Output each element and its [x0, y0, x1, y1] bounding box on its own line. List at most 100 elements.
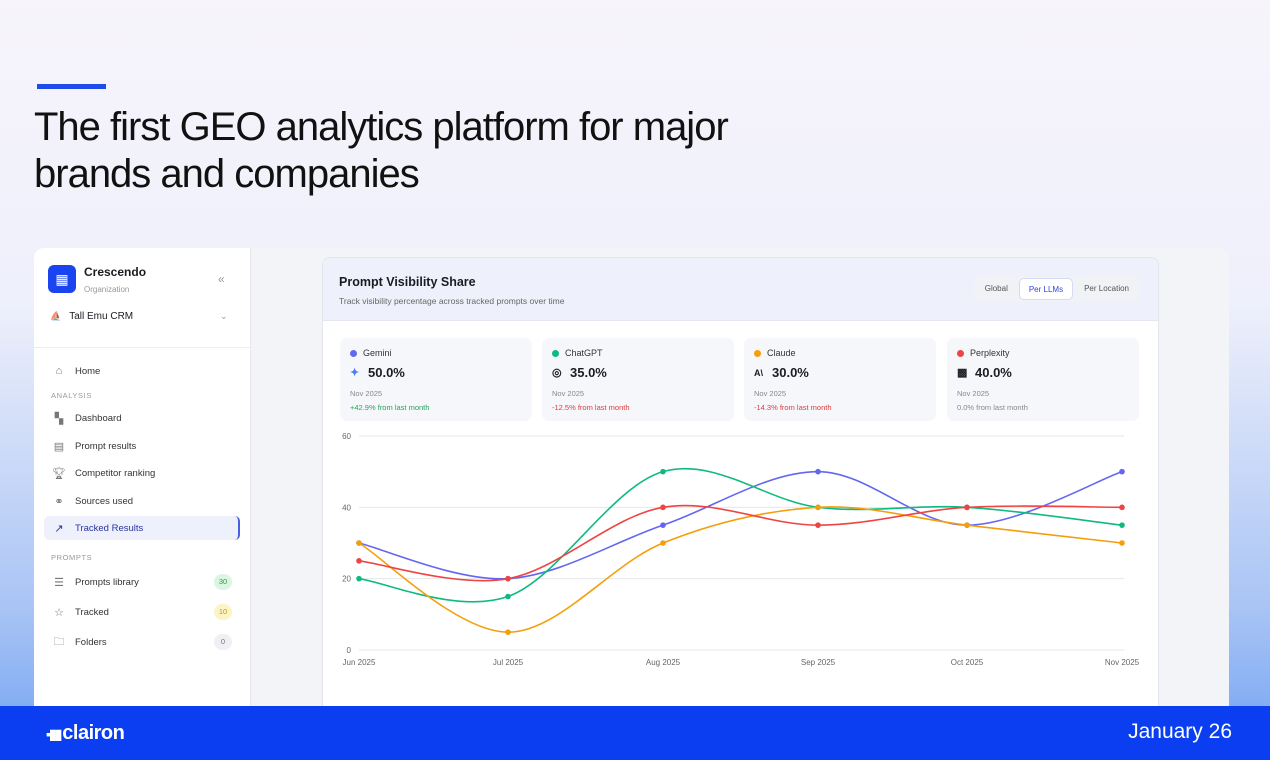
perplexity-icon: ▩ [957, 367, 968, 379]
sidebar-item-prompt-results[interactable]: ▤ Prompt results [44, 434, 240, 458]
sidebar-item-label: Tracked Results [75, 522, 144, 534]
project-logo-icon: ⛵ [50, 311, 62, 321]
stat-change: 0.0% from last month [957, 403, 1028, 412]
legend-dot [350, 349, 357, 357]
stat-month: Nov 2025 [957, 389, 990, 398]
footer-date: January 26 [1128, 720, 1232, 743]
sidebar-item-label: Dashboard [75, 412, 122, 424]
sidebar-item-sources-used[interactable]: ⚭ Sources used [44, 489, 240, 513]
series-line-claude [358, 506, 1123, 633]
data-point-perplexity [660, 504, 666, 511]
sidebar-item-label: Home [75, 365, 101, 377]
y-tick-label: 20 [342, 575, 351, 584]
card-title: Prompt Visibility Share [339, 275, 476, 289]
x-tick-label: Oct 2025 [951, 658, 984, 667]
card-header: Prompt Visibility Share Track visibility… [323, 258, 1158, 321]
data-point-claude [1119, 540, 1125, 546]
stat-card-claude: Claude A\ 30.0% Nov 2025 -14.3% from last… [744, 338, 936, 421]
sidebar-item-home[interactable]: ⌂ Home [44, 359, 240, 383]
sidebar-item-dashboard[interactable]: ▚ Dashboard [44, 406, 240, 430]
data-point-chatgpt [1119, 522, 1125, 528]
x-tick-label: Jul 2025 [493, 658, 524, 667]
stat-name: Perplexity [970, 348, 1010, 358]
sidebar: ▦ Crescendo Organization « ⛵ Tall Emu CRM… [34, 248, 251, 718]
sidebar-item-tracked[interactable]: ☆ Tracked 10 [44, 600, 240, 624]
brand-mark-icon: ▪▮▮ [46, 726, 63, 742]
data-point-chatgpt [505, 593, 511, 600]
data-point-claude [356, 540, 362, 546]
project-name: Tall Emu CRM [69, 311, 134, 322]
stat-change: -14.3% from last month [754, 403, 832, 412]
anthropic-icon: A\ [754, 367, 763, 378]
y-tick-label: 0 [347, 646, 352, 655]
x-tick-label: Nov 2025 [1105, 658, 1140, 667]
project-selector[interactable]: ⛵ Tall Emu CRM [50, 311, 133, 322]
stat-name: ChatGPT [565, 348, 603, 358]
sidebar-item-competitor-ranking[interactable]: 🏆︎ Competitor ranking [44, 461, 240, 485]
stat-value: 35.0% [570, 365, 607, 380]
count-badge: 0 [214, 634, 232, 650]
trophy-icon: 🏆︎ [52, 467, 66, 480]
stat-value: 40.0% [975, 365, 1012, 380]
stat-name: Claude [767, 348, 796, 358]
sidebar-item-label: Competitor ranking [75, 467, 156, 479]
org-name: Crescendo [84, 265, 147, 279]
building-icon: ▦ [48, 265, 76, 293]
gemini-icon: ✦ [350, 367, 360, 379]
sidebar-item-prompts-library[interactable]: ☰ Prompts library 30 [44, 570, 240, 594]
collapse-sidebar-icon[interactable]: « [218, 272, 225, 286]
star-icon: ☆ [54, 606, 64, 619]
chevron-down-icon[interactable]: ⌄ [220, 311, 228, 321]
data-point-claude [815, 504, 821, 511]
tab-per-location[interactable]: Per Location [1084, 284, 1129, 293]
dashboard-icon: ▚ [54, 412, 64, 425]
stat-value: 30.0% [772, 365, 809, 380]
folder-icon: 🗀 [53, 635, 65, 648]
y-tick-label: 40 [342, 503, 351, 512]
org-subtitle: Organization [84, 285, 130, 294]
section-analysis: ANALYSIS [51, 391, 92, 400]
data-point-perplexity [1119, 504, 1125, 511]
x-tick-label: Sep 2025 [801, 658, 836, 667]
accent-line [37, 84, 106, 89]
stat-card-gemini: Gemini ✦ 50.0% Nov 2025 +42.9% from last … [340, 338, 532, 421]
data-point-claude [964, 522, 970, 528]
stat-month: Nov 2025 [552, 389, 585, 398]
sidebar-item-label: Sources used [75, 495, 134, 507]
sidebar-item-label: Prompt results [75, 440, 137, 452]
data-point-claude [505, 629, 511, 635]
sidebar-item-label: Tracked [75, 606, 109, 618]
sidebar-item-label: Folders [75, 636, 107, 648]
data-point-chatgpt [356, 575, 362, 582]
stat-change: +42.9% from last month [350, 403, 430, 412]
document-icon: ▤ [53, 440, 65, 453]
series-line-chatgpt [358, 467, 1123, 603]
legend-dot [957, 349, 964, 357]
headline: The first GEO analytics platform for maj… [34, 105, 729, 196]
view-toggle: Global Per LLMs Per Location [973, 276, 1140, 302]
x-tick-label: Jun 2025 [343, 658, 376, 667]
tab-global[interactable]: Global [984, 284, 1008, 293]
data-point-perplexity [815, 522, 821, 528]
count-badge: 10 [214, 604, 232, 620]
stat-card-perplexity: Perplexity ▩ 40.0% Nov 2025 0.0% from las… [947, 338, 1139, 421]
data-point-perplexity [356, 558, 362, 564]
series-line-perplexity [358, 504, 1123, 582]
data-point-claude [660, 540, 666, 546]
data-point-perplexity [964, 504, 970, 511]
trending-up-icon: ↗ [54, 522, 64, 535]
sidebar-item-tracked-results[interactable]: ↗ Tracked Results [44, 516, 240, 540]
tab-per-llms[interactable]: Per LLMs [1018, 278, 1074, 300]
stat-value: 50.0% [368, 365, 405, 380]
legend-dot [552, 349, 559, 357]
section-prompts: PROMPTS [51, 553, 93, 562]
list-icon: ☰ [54, 576, 64, 589]
data-point-chatgpt [660, 468, 666, 475]
sidebar-item-folders[interactable]: 🗀 Folders 0 [44, 630, 240, 654]
home-icon: ⌂ [55, 365, 63, 377]
stat-name: Gemini [363, 348, 392, 358]
brand-logo: ▪▮▮ clairon [46, 722, 125, 745]
divider [34, 347, 250, 348]
stat-card-chatgpt: ChatGPT ◎ 35.0% Nov 2025 -12.5% from last… [542, 338, 734, 421]
chatgpt-icon: ◎ [552, 367, 562, 379]
